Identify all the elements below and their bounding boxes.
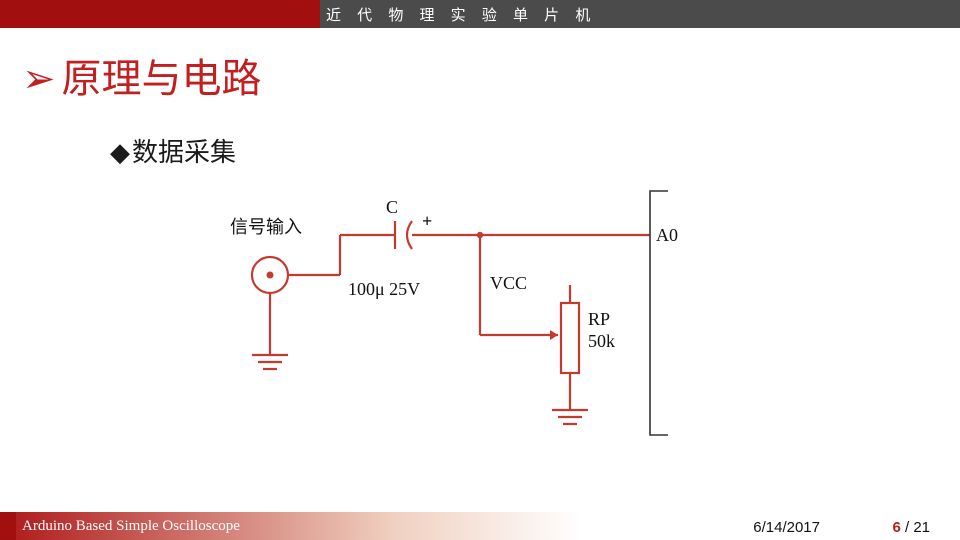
label-pot-value: 50k	[588, 331, 615, 351]
slide-title: ➢原理与电路	[22, 46, 960, 104]
pot-body	[561, 303, 579, 373]
label-pot-name: RP	[588, 309, 610, 329]
footer-red-block	[0, 512, 16, 540]
cap-plate-curved	[407, 221, 412, 249]
circuit-diagram: 信号输入 + C 100μ 25V A0 VCC	[200, 185, 760, 465]
header-text: 近 代 物 理 实 验 单 片 机	[320, 0, 960, 28]
label-a0: A0	[656, 225, 678, 245]
header-text-right: 单 片 机	[513, 4, 596, 25]
bnc-center-dot	[267, 272, 274, 279]
footer-page-current: 6	[892, 519, 900, 536]
subtitle-text: 数据采集	[132, 137, 236, 167]
title-arrow-icon: ➢	[22, 57, 56, 101]
footer-title: Arduino Based Simple Oscilloscope	[22, 518, 240, 535]
footer-page: 6 / 21	[892, 519, 930, 536]
label-cap-value: 100μ 25V	[348, 279, 420, 299]
label-vcc: VCC	[490, 273, 527, 293]
slide-subtitle: ◆数据采集	[110, 132, 960, 169]
footer-date: 6/14/2017	[753, 519, 820, 536]
cap-polarity-plus: +	[422, 211, 432, 231]
label-signal-input: 信号输入	[230, 217, 302, 237]
header-text-left: 近 代 物 理 实 验	[326, 4, 503, 25]
footer-bar: Arduino Based Simple Oscilloscope 6/14/2…	[0, 512, 960, 540]
subtitle-diamond-icon: ◆	[110, 137, 130, 167]
footer-page-sep: /	[901, 519, 914, 536]
pot-wiper-arrow-icon	[550, 330, 558, 340]
header-red-block	[0, 0, 320, 28]
header-bar: 近 代 物 理 实 验 单 片 机	[0, 0, 960, 28]
label-cap-name: C	[386, 197, 398, 217]
title-text: 原理与电路	[62, 57, 262, 101]
footer-page-total: 21	[913, 519, 930, 536]
